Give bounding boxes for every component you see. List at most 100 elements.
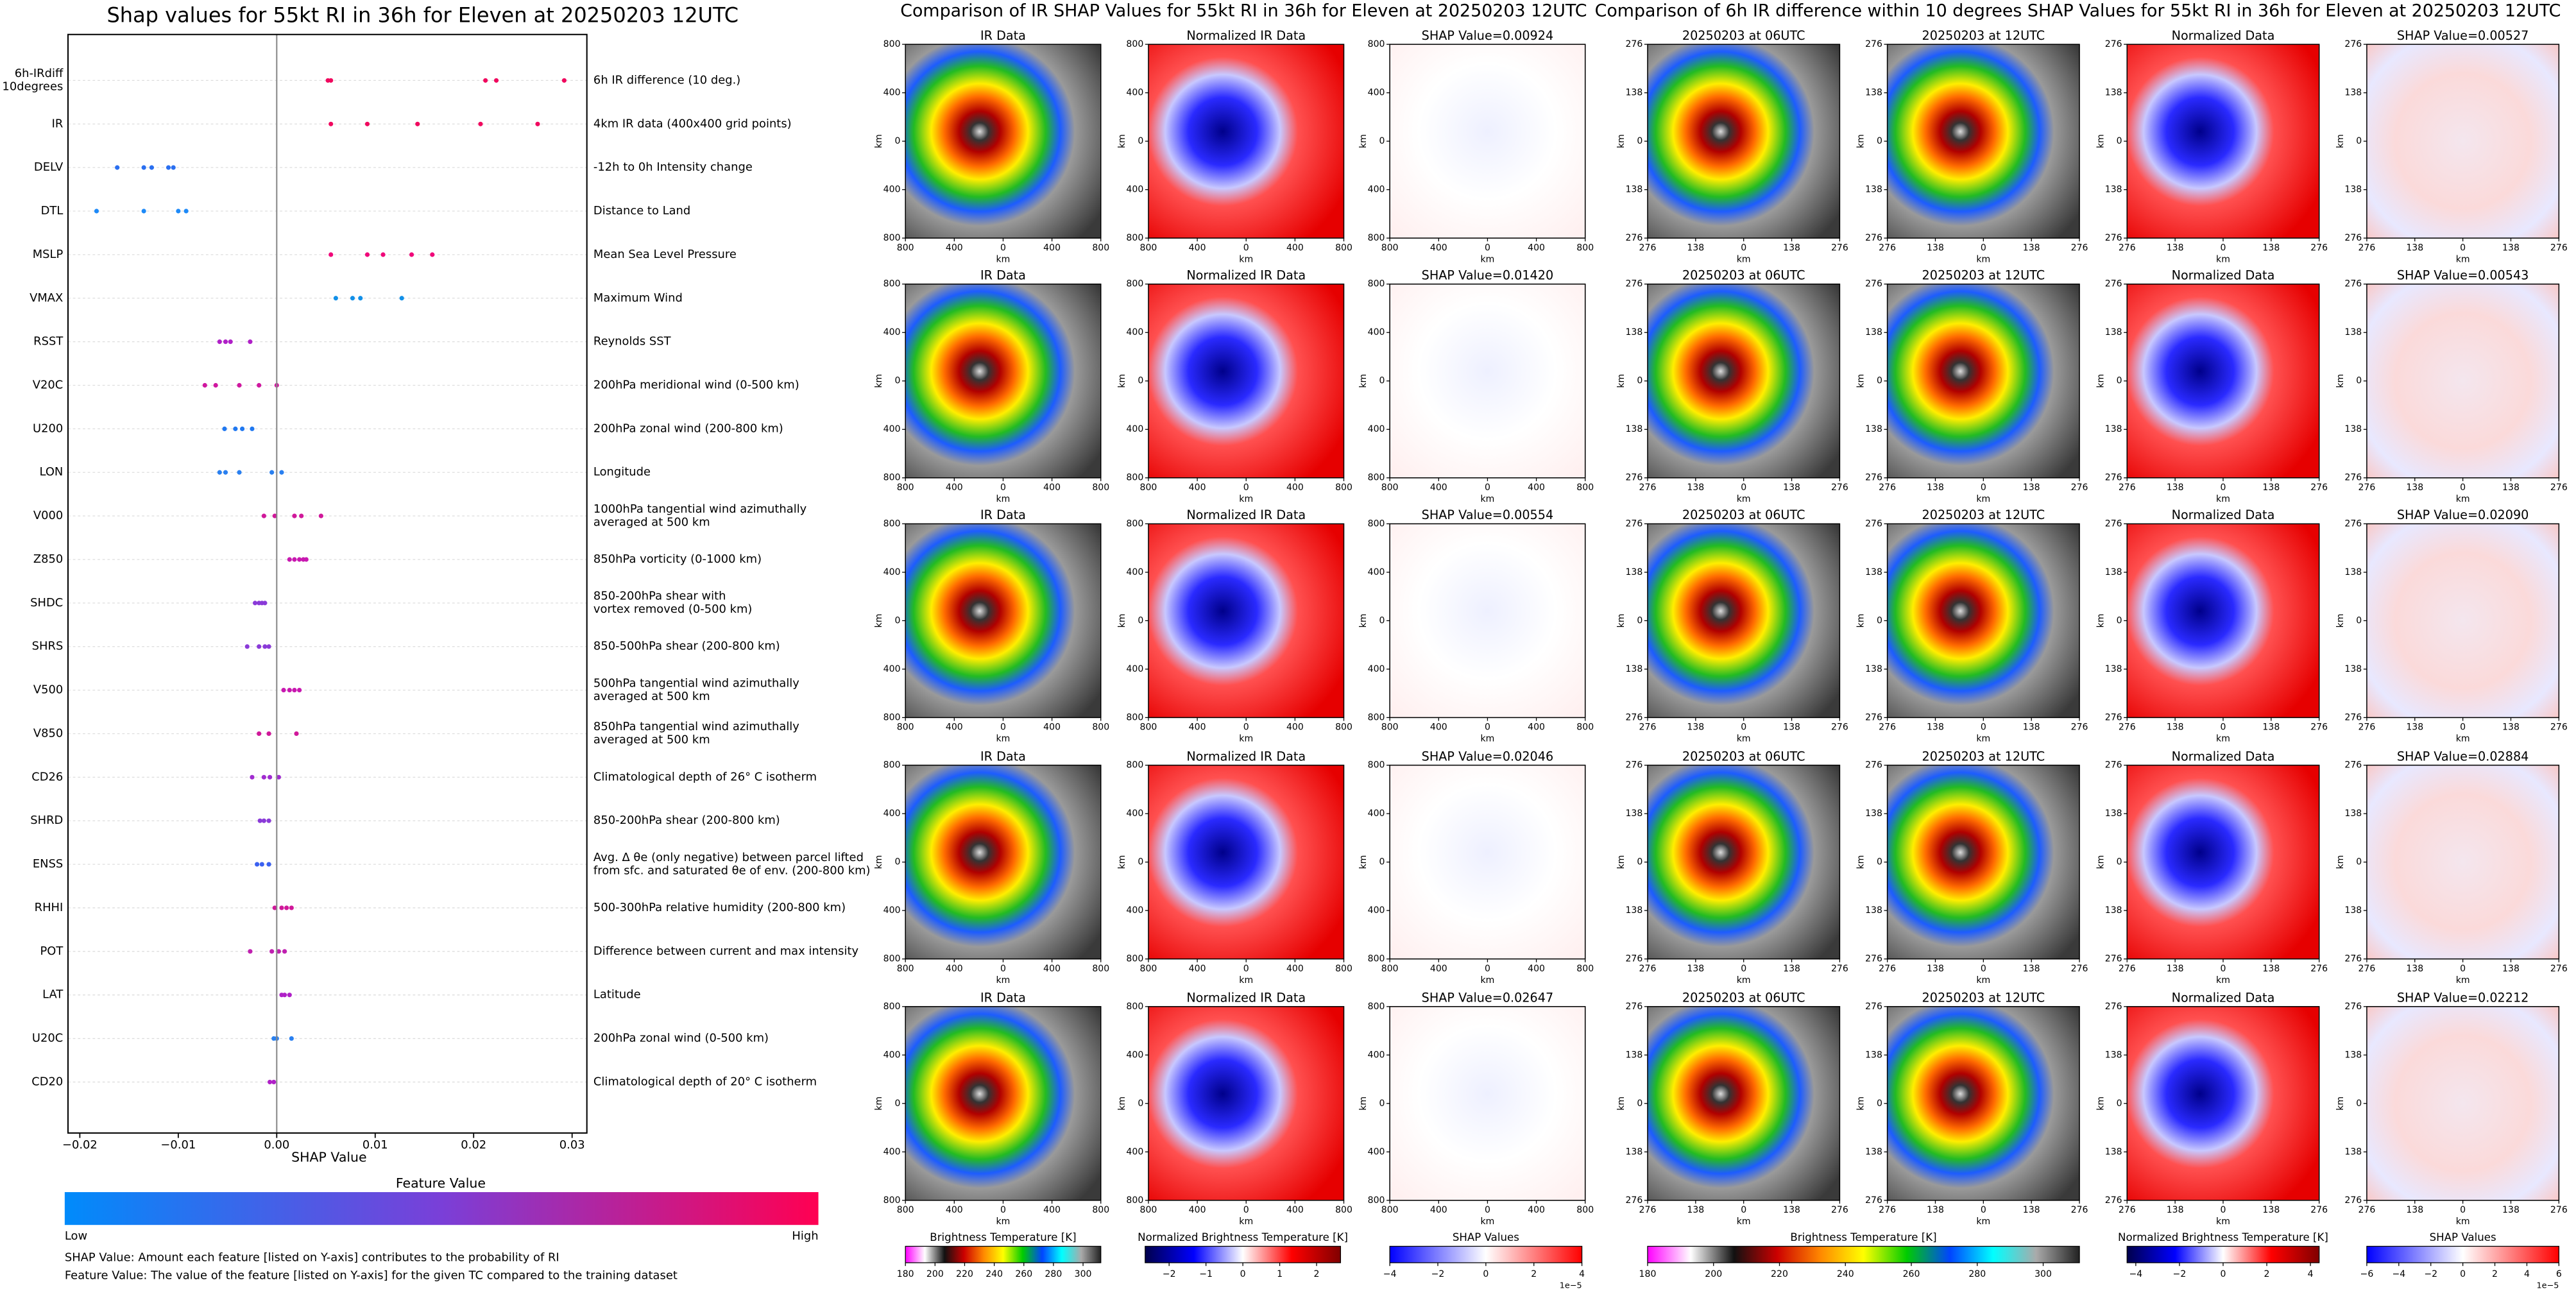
y-tick-label: 400 (1126, 327, 1143, 337)
x-axis-label: km (1737, 254, 1751, 264)
shap-point (257, 731, 262, 737)
shap-point (287, 557, 292, 562)
shap-point (272, 513, 277, 518)
x-tick-label: 800 (1140, 964, 1157, 974)
panel-title: IR Data (980, 749, 1026, 764)
y-tick-label: VMAX (30, 291, 63, 305)
feature-description: averaged at 500 km (593, 733, 710, 747)
feature-description: 1000hPa tangential wind azimuthally (593, 502, 807, 516)
x-tick-label: 800 (1381, 482, 1399, 493)
shap-point (223, 339, 228, 345)
shap-point (281, 688, 286, 693)
x-tick-label: 400 (1528, 243, 1545, 253)
y-axis-label: km (1856, 1097, 1866, 1111)
y-tick-label: 800 (883, 473, 901, 483)
shap-point (478, 121, 483, 126)
y-tick-label: 138 (2344, 567, 2362, 577)
x-tick-label: 138 (1687, 722, 1704, 733)
group-title: Comparison of IR SHAP Values for 55kt RI… (900, 1, 1587, 21)
image-panel (1647, 523, 1841, 719)
image-panel (1886, 523, 2080, 719)
shap-point (233, 426, 238, 431)
shap-point (266, 818, 271, 823)
y-tick-label: RHHI (35, 901, 64, 914)
x-tick-label: 400 (1043, 964, 1061, 974)
x-tick-label: 276 (2358, 243, 2375, 253)
panel-title: SHAP Value=0.01420 (1422, 268, 1554, 282)
image-panel (1886, 44, 2080, 239)
y-tick-label: 400 (1368, 185, 1385, 195)
y-tick-label: 138 (1625, 905, 1642, 916)
y-tick-label: 800 (883, 712, 901, 722)
image-panel (2366, 523, 2560, 719)
colorbar (1145, 1245, 1342, 1263)
y-tick-label: 800 (1126, 954, 1143, 964)
y-tick-label: U20C (32, 1032, 63, 1045)
shap-point (292, 557, 297, 562)
y-tick-label: 0 (1877, 615, 1882, 626)
x-tick-label: 276 (2358, 964, 2375, 974)
x-axis-label: km (1481, 734, 1495, 744)
colorbar-title: Normalized Brightness Temperature [K] (2118, 1231, 2328, 1243)
y-tick-label: 0 (1637, 376, 1642, 386)
x-axis-label: km (2456, 975, 2470, 986)
y-tick-label: 276 (1625, 233, 1642, 243)
shap-point (115, 165, 120, 170)
y-tick-label: 400 (883, 808, 901, 819)
panel-title: 20250203 at 06UTC (1682, 749, 1805, 764)
image-panel (2366, 1006, 2560, 1201)
y-axis-label: km (2335, 374, 2346, 388)
x-tick-label: 138 (2406, 1205, 2423, 1215)
x-axis-label: km (1737, 734, 1751, 744)
panel-title: 20250203 at 06UTC (1682, 28, 1805, 43)
panel-title: IR Data (980, 991, 1026, 1005)
shap-point (292, 513, 297, 518)
note: Feature Value: The value of the feature … (65, 1269, 678, 1283)
x-tick-label: 400 (1430, 722, 1447, 733)
shap-point (535, 121, 540, 126)
y-tick-label: 0 (2356, 136, 2362, 146)
image-panel (1148, 1006, 1345, 1201)
feature-description: Mean Sea Level Pressure (593, 248, 737, 261)
y-tick-label: 800 (1126, 518, 1143, 529)
feature-description: 4km IR data (400x400 grid points) (593, 117, 792, 130)
shap-point (328, 78, 334, 83)
x-tick-label: 400 (946, 482, 963, 493)
y-tick-label: 800 (883, 233, 901, 243)
colorbar-tick-label: −6 (2360, 1269, 2374, 1279)
colorbar-tick-label: −4 (2129, 1269, 2143, 1279)
colorbar-tick-label: 0 (1240, 1269, 1246, 1279)
y-tick-label: 0 (2356, 376, 2362, 386)
y-tick-label: 138 (2105, 185, 2122, 195)
shap-point (271, 1079, 277, 1085)
y-tick-label: 800 (883, 954, 901, 964)
y-axis-label: km (1856, 374, 1866, 388)
y-tick-label: 138 (1625, 808, 1642, 819)
y-tick-label: 400 (1368, 567, 1385, 577)
shap-point (250, 774, 255, 780)
feature-description: Distance to Land (593, 204, 690, 218)
y-tick-label: 138 (1865, 185, 1882, 195)
feature-description: 850-200hPa shear (200-800 km) (593, 814, 780, 827)
x-tick-label: 800 (1335, 1205, 1352, 1215)
x-tick-label: 276 (2071, 722, 2088, 733)
y-axis-label: km (2095, 613, 2106, 627)
y-tick-label: 800 (1368, 760, 1385, 771)
shap-point (262, 644, 268, 649)
shap-point (202, 382, 207, 388)
shap-point (255, 862, 260, 867)
y-tick-label: 0 (1877, 136, 1882, 146)
x-tick-label: 276 (2310, 243, 2328, 253)
x-tick-label: 276 (2119, 722, 2136, 733)
feature-description: 850hPa vorticity (0-1000 km) (593, 552, 762, 566)
panel-title: 20250203 at 12UTC (1922, 268, 2045, 282)
y-axis-label: km (2335, 134, 2346, 148)
y-tick-label: 800 (1368, 518, 1385, 529)
y-tick-label: 0 (895, 136, 901, 146)
x-tick-label: 138 (2502, 482, 2520, 493)
x-tick-label: 800 (1335, 482, 1352, 493)
y-tick-label: SHRS (32, 640, 64, 653)
y-tick-label: 276 (2344, 518, 2362, 529)
y-tick-label: 400 (1126, 1147, 1143, 1157)
y-tick-label: 276 (2105, 760, 2122, 771)
